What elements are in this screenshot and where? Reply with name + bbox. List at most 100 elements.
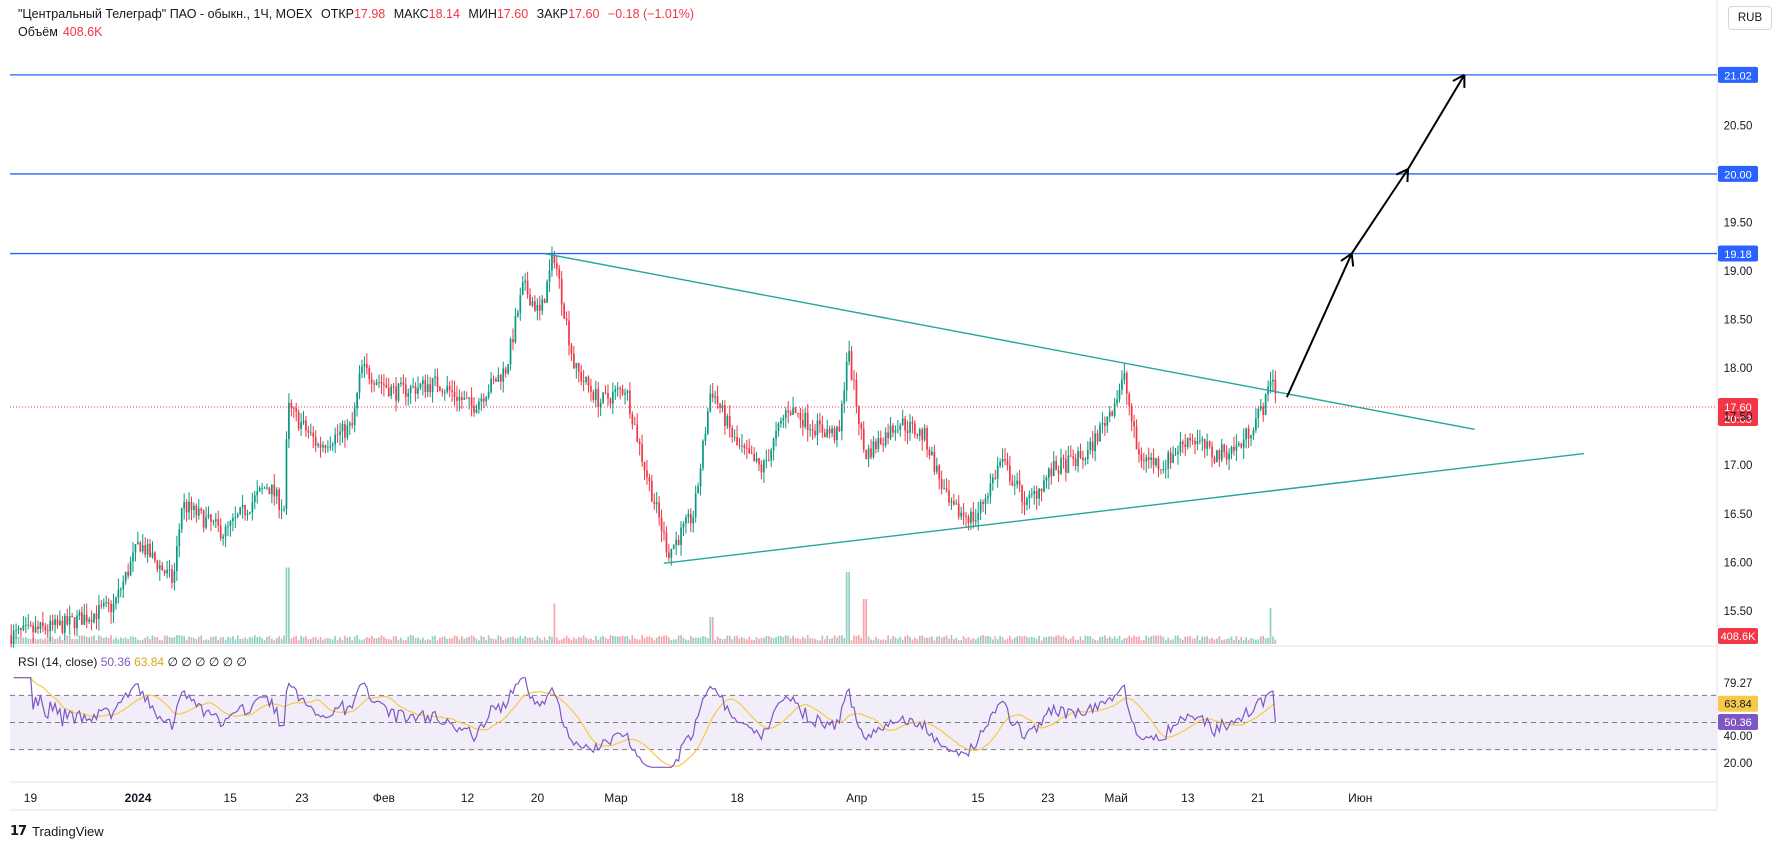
volume-bar	[979, 635, 982, 644]
candle-body	[59, 620, 61, 625]
volume-bar	[317, 639, 319, 644]
candle-body	[1162, 469, 1165, 470]
candle-body	[879, 438, 882, 444]
candle-body	[512, 339, 514, 343]
volume-bar	[935, 636, 938, 644]
candle-body	[56, 619, 59, 625]
volume-bar	[1055, 635, 1058, 644]
candle-body	[300, 422, 302, 429]
volume-bar	[599, 636, 602, 644]
candle-body	[380, 382, 383, 384]
candle-body	[838, 426, 841, 432]
projection-arrow[interactable]	[1407, 74, 1466, 170]
candle-body	[492, 378, 495, 380]
candle-body	[278, 489, 281, 510]
candle-body	[1177, 451, 1179, 454]
rsi-line	[13, 677, 1276, 768]
volume-bar	[246, 639, 249, 644]
candle-body	[24, 624, 27, 626]
volume-bar	[840, 635, 843, 644]
candle-body	[429, 384, 432, 393]
candle-body	[926, 428, 928, 450]
volume-bar	[1177, 635, 1179, 644]
volume-bar	[1128, 635, 1131, 644]
volume-bar	[344, 635, 346, 644]
candle-body	[585, 376, 587, 382]
candle-body	[409, 386, 412, 394]
volume-bar	[334, 636, 337, 644]
candle-body	[302, 420, 305, 423]
volume-bar	[241, 638, 244, 644]
candle-body	[1201, 439, 1204, 441]
currency-button[interactable]: RUB	[1728, 6, 1772, 30]
candle-body	[1023, 502, 1026, 505]
volume-bar	[171, 637, 173, 644]
volume-bar	[502, 640, 505, 644]
projection-arrow[interactable]	[1350, 168, 1409, 255]
volume-bar	[236, 635, 239, 644]
projection-arrow[interactable]	[1285, 253, 1353, 398]
candle-body	[828, 429, 831, 434]
candle-body	[602, 392, 604, 403]
candle-body	[1035, 490, 1038, 499]
volume-bar	[831, 638, 833, 644]
volume-bar	[34, 638, 37, 644]
candle-body	[974, 520, 977, 522]
candle-body	[675, 539, 678, 546]
candle-body	[324, 445, 327, 448]
volume-bar	[921, 635, 924, 644]
volume-bar	[1240, 636, 1243, 644]
candle-body	[1245, 428, 1247, 440]
candle-body	[1108, 411, 1111, 417]
volume-bar	[570, 639, 573, 644]
candle-body	[553, 255, 556, 264]
candle-body	[1077, 451, 1079, 467]
change-value: −0.18 (−1.01%)	[607, 7, 695, 21]
candle-body	[1191, 440, 1194, 442]
candle-body	[353, 408, 356, 426]
candle-body	[448, 386, 451, 391]
candle-body	[105, 602, 108, 604]
candle-body	[1169, 452, 1172, 464]
candle-body	[344, 423, 346, 438]
candle-body	[373, 383, 375, 385]
volume-bar	[621, 635, 624, 644]
candle-body	[1257, 408, 1260, 419]
candle-body	[351, 423, 354, 426]
level-price-label: 20.00	[1724, 169, 1752, 181]
candle-body	[797, 412, 799, 414]
volume-bar	[390, 639, 393, 644]
level-price-badge	[1718, 165, 1758, 182]
candle-body	[668, 552, 670, 558]
candle-body	[175, 546, 178, 572]
projection-arrowhead	[1340, 252, 1353, 262]
candle-body	[1216, 450, 1218, 463]
countdown-label: 20:03	[1724, 414, 1752, 426]
volume-bar	[1072, 636, 1075, 644]
volume-bar	[258, 636, 261, 644]
candle-body	[331, 444, 334, 447]
volume-bar	[173, 636, 176, 644]
trendline-upper[interactable]	[544, 252, 1475, 430]
candle-body	[767, 460, 770, 462]
candle-body	[1237, 443, 1240, 446]
volume-bar	[166, 635, 168, 644]
volume-bar	[887, 635, 889, 644]
candle-body	[726, 416, 729, 426]
volume-bar	[212, 636, 215, 644]
candle-body	[482, 398, 485, 402]
candle-body	[85, 614, 88, 622]
volume-bar	[424, 640, 427, 644]
volume-bar	[1106, 638, 1109, 644]
candle-body	[319, 444, 322, 448]
volume-bar	[879, 639, 882, 644]
candle-body	[1055, 461, 1058, 471]
trendline-lower[interactable]	[663, 452, 1584, 564]
tradingview-logo[interactable]: 17 TradingView	[10, 824, 104, 839]
volume-bar	[641, 635, 643, 644]
candle-body	[290, 402, 293, 409]
volume-bar	[151, 635, 154, 644]
volume-bar	[704, 636, 707, 644]
volume-bar	[492, 638, 495, 644]
